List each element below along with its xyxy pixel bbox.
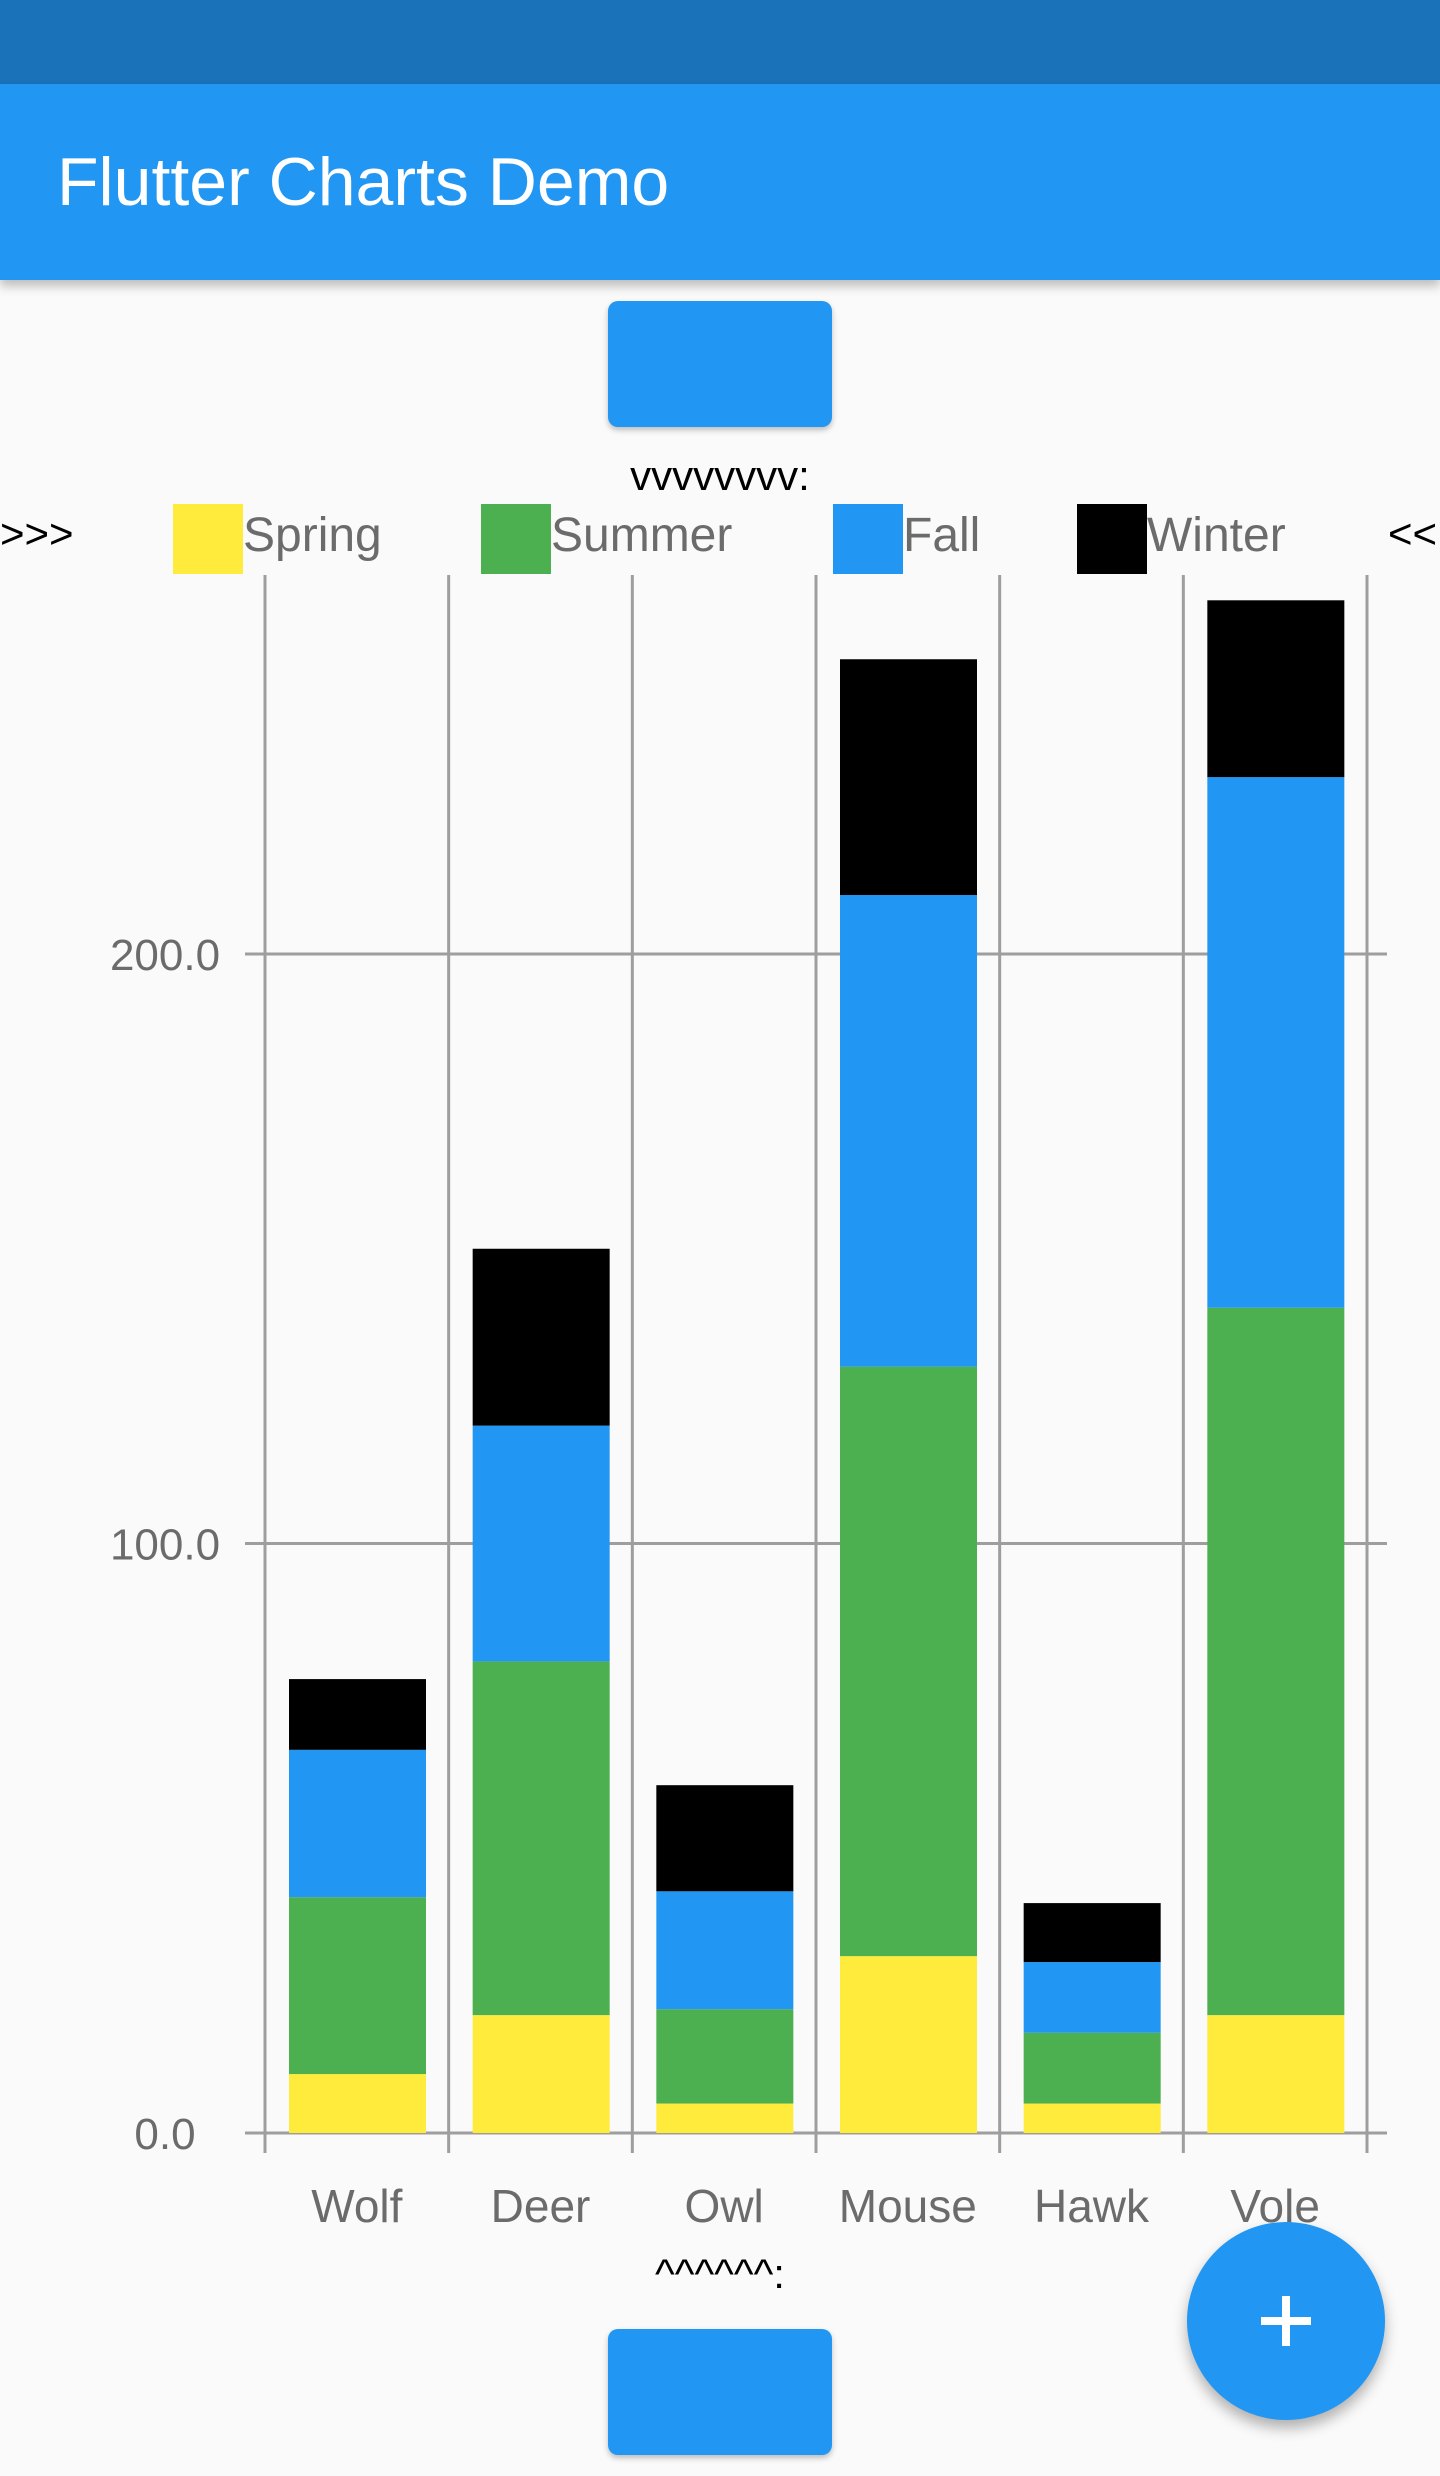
legend-label-fall: Fall xyxy=(903,509,981,562)
chart-legend: Spring Summer Fall Winter xyxy=(0,500,1440,580)
status-bar xyxy=(0,0,1440,84)
bar-vole-fall xyxy=(1207,777,1345,1308)
plus-icon xyxy=(1261,2296,1311,2346)
bar-deer-winter xyxy=(472,1248,610,1426)
bar-mouse-fall xyxy=(840,895,977,1367)
legend-label-summer: Summer xyxy=(551,509,733,562)
bar-owl-spring xyxy=(656,2103,794,2133)
legend-label-spring: Spring xyxy=(243,509,382,562)
bar-vole-winter xyxy=(1207,600,1345,778)
bar-mouse-spring xyxy=(840,1956,977,2133)
bar-hawk-fall xyxy=(1023,1962,1161,2033)
bar-hawk-spring xyxy=(1023,2103,1161,2133)
bar-wolf-fall xyxy=(289,1749,426,1898)
x-tick-label: Wolf xyxy=(311,2180,402,2232)
app-bar: Flutter Charts Demo xyxy=(0,84,1440,280)
x-tick-label: Mouse xyxy=(839,2180,977,2232)
bar-vole-spring xyxy=(1207,2015,1345,2133)
bar-hawk-summer xyxy=(1023,2032,1161,2104)
bar-wolf-winter xyxy=(289,1679,426,1750)
bar-wolf-spring xyxy=(289,2074,426,2133)
x-tick-label: Owl xyxy=(685,2180,764,2232)
y-tick-label: 0.0 xyxy=(134,2110,195,2159)
bar-owl-fall xyxy=(656,1891,794,2010)
top-button[interactable] xyxy=(608,301,832,427)
bar-vole-summer xyxy=(1207,1307,1345,2016)
legend-swatch-winter xyxy=(1077,504,1147,574)
top-marker-text: vvvvvvvv: xyxy=(630,452,810,499)
add-fab-button[interactable] xyxy=(1187,2222,1385,2420)
legend-swatch-fall xyxy=(833,504,903,574)
bar-deer-summer xyxy=(472,1661,610,2016)
y-tick-label: 100.0 xyxy=(110,1521,220,1570)
bottom-marker-text: ^^^^^^: xyxy=(655,2250,785,2297)
legend-label-winter: Winter xyxy=(1147,509,1286,562)
left-marker-text: >>> xyxy=(0,510,74,557)
bar-owl-winter xyxy=(656,1785,794,1892)
bar-deer-spring xyxy=(472,2015,610,2133)
legend-swatch-summer xyxy=(481,504,551,574)
bar-owl-summer xyxy=(656,2009,794,2104)
bar-mouse-summer xyxy=(840,1366,977,1957)
app-title: Flutter Charts Demo xyxy=(57,144,670,220)
x-tick-label: Deer xyxy=(491,2180,591,2232)
y-tick-label: 200.0 xyxy=(110,931,220,980)
legend-swatch-spring xyxy=(173,504,243,574)
bottom-button[interactable] xyxy=(608,2329,832,2455)
bar-mouse-winter xyxy=(840,659,977,896)
right-marker-text: << xyxy=(1388,510,1438,557)
bar-hawk-winter xyxy=(1023,1903,1161,1963)
bar-deer-fall xyxy=(472,1425,610,1662)
x-tick-label: Hawk xyxy=(1034,2180,1150,2232)
bar-wolf-summer xyxy=(289,1897,426,2075)
